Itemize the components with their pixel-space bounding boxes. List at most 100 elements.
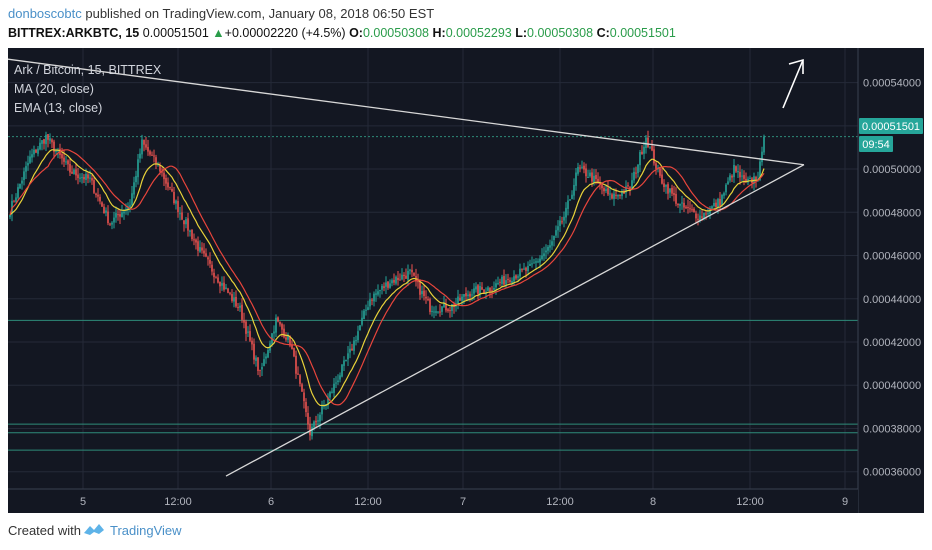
horizontal-levels xyxy=(8,136,858,451)
candle-body xyxy=(549,245,551,248)
candle-body xyxy=(91,178,93,181)
candle-body xyxy=(133,182,135,195)
arrow-shaft xyxy=(782,59,804,109)
candle-body xyxy=(431,310,433,312)
candle-body xyxy=(113,217,115,223)
candle-body xyxy=(383,286,385,288)
candle-body xyxy=(77,174,79,179)
candle-body xyxy=(565,207,567,218)
candle-body xyxy=(97,194,99,197)
candle-body xyxy=(643,146,645,154)
candle-body xyxy=(129,205,131,208)
candle-body xyxy=(267,350,269,358)
candle-body xyxy=(395,276,397,284)
candle-body xyxy=(633,171,635,181)
candle-body xyxy=(17,187,19,198)
candle-body xyxy=(671,187,673,194)
candle-body xyxy=(367,307,369,310)
candle-body xyxy=(253,343,255,360)
candle-body xyxy=(645,137,647,148)
candle-body xyxy=(257,357,259,371)
candle-body xyxy=(55,150,57,152)
candle-body xyxy=(245,321,247,334)
candle-body xyxy=(597,178,599,183)
price-axis-panel[interactable] xyxy=(857,48,924,513)
candle-body xyxy=(315,420,317,423)
published-text: published on TradingView.com, January 08… xyxy=(85,6,435,21)
candle-body xyxy=(109,223,111,225)
trendline-lower xyxy=(225,164,805,477)
candle-body xyxy=(239,305,241,308)
time-axis-panel[interactable] xyxy=(8,489,858,513)
candle-body xyxy=(511,281,513,284)
price-badge-text: 0.00051501 xyxy=(862,121,920,133)
candle-body xyxy=(449,310,451,312)
candle-body xyxy=(513,276,515,282)
candle-body xyxy=(261,367,263,370)
y-tick-label: 0.00036000 xyxy=(863,467,921,479)
candle-body xyxy=(319,414,321,422)
candle-body xyxy=(349,348,351,353)
candle-body xyxy=(515,275,517,279)
candle-body xyxy=(699,215,701,222)
candle-body xyxy=(427,299,429,301)
candle-body xyxy=(735,166,737,172)
candle-body xyxy=(151,154,153,156)
candle-body xyxy=(617,194,619,197)
candle-body xyxy=(33,149,35,155)
candle-body xyxy=(291,345,293,350)
candle-body xyxy=(557,226,559,231)
candle-body xyxy=(397,277,399,281)
candle-body xyxy=(25,166,27,172)
candle-body xyxy=(347,353,349,360)
candle-body xyxy=(219,281,221,287)
candle-body xyxy=(19,183,21,189)
candle-body xyxy=(711,206,713,209)
y-tick-label: 0.00050000 xyxy=(863,164,921,176)
x-tick-labels: 5 12:00 6 12:00 7 12:00 8 12:00 9 xyxy=(80,496,848,508)
candle-body xyxy=(179,213,181,215)
y-tick-label: 0.00040000 xyxy=(863,380,921,392)
candle-body xyxy=(419,281,421,295)
chart-background xyxy=(8,48,924,513)
candle-body xyxy=(733,164,735,178)
candle-body xyxy=(51,139,53,143)
price-chart[interactable]: 0.00036000 0.00038000 0.00040000 0.00042000… xyxy=(0,48,924,513)
candle-body xyxy=(363,310,365,320)
low-value: 0.00050308 xyxy=(527,26,594,40)
candle-body xyxy=(509,280,511,282)
x-tick-label: 12:00 xyxy=(736,496,764,508)
author-link[interactable]: donboscobtc xyxy=(8,6,82,21)
candle-body xyxy=(471,294,473,296)
candle-body xyxy=(197,241,199,251)
candle-body xyxy=(311,426,313,437)
x-tick-label: 6 xyxy=(268,496,274,508)
tradingview-brand-link[interactable]: TradingView xyxy=(110,523,182,538)
candle-body xyxy=(535,261,537,263)
candle-body xyxy=(69,163,71,173)
candle-body xyxy=(637,164,639,174)
candle-body xyxy=(569,199,571,201)
candle-body xyxy=(149,151,151,155)
candle-body xyxy=(337,380,339,382)
arrow-head-icon xyxy=(788,58,804,74)
candle-body xyxy=(499,281,501,283)
chart-area[interactable]: 0.00036000 0.00038000 0.00040000 0.00042000… xyxy=(0,48,924,513)
candle-body xyxy=(153,155,155,157)
candle-body xyxy=(705,213,707,215)
candle-body xyxy=(137,159,139,178)
candle-body xyxy=(423,290,425,297)
candle-body xyxy=(665,184,667,187)
candle-body xyxy=(425,296,427,299)
y-tick-label: 0.00054000 xyxy=(863,78,921,90)
candle-body xyxy=(333,383,335,393)
open-label: O: xyxy=(349,26,363,40)
candle-body xyxy=(309,423,311,436)
candle-body xyxy=(649,146,651,148)
candle-body xyxy=(461,296,463,301)
candle-body xyxy=(265,356,267,359)
candle-body xyxy=(491,290,493,292)
candle-body xyxy=(381,285,383,290)
candle-body xyxy=(691,209,693,211)
candle-body xyxy=(105,210,107,213)
